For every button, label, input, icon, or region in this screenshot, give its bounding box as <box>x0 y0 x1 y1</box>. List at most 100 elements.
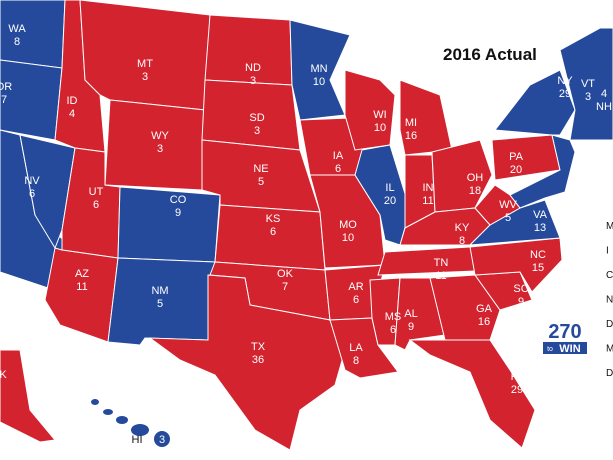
hawaii-island <box>116 416 128 424</box>
state-abbr: MO <box>339 219 357 231</box>
state-votes: 11 <box>435 270 446 282</box>
state-votes: 7 <box>1 94 7 106</box>
state-votes: 11 <box>76 281 87 293</box>
state-region <box>509 134 576 209</box>
map-title: 2016 Actual <box>443 45 537 64</box>
state-abbr: AR <box>348 281 363 293</box>
state-votes: 3 <box>585 91 591 103</box>
state-abbr: WI <box>373 109 386 121</box>
state-votes: 29 <box>559 88 571 100</box>
edge-label: M <box>606 221 613 232</box>
state-votes: 7 <box>282 281 288 293</box>
state-votes: 16 <box>478 316 490 328</box>
edge-label: C <box>606 270 613 281</box>
state-abbr: SD <box>249 112 264 124</box>
state-abbr: PA <box>509 151 524 163</box>
state-votes: 8 <box>459 235 465 247</box>
state-votes: 15 <box>532 262 544 274</box>
state-abbr: NY <box>557 75 573 87</box>
state-abbr: NC <box>530 249 546 261</box>
hawaii-island <box>91 399 99 405</box>
edge-label: D <box>606 319 613 330</box>
state-region <box>104 99 206 191</box>
state-abbr: WV <box>499 199 517 211</box>
state-votes: 3 <box>157 143 163 155</box>
state-region <box>559 27 613 141</box>
state-votes: 8 <box>353 355 359 367</box>
state-votes: 6 <box>353 294 359 306</box>
state-votes: 4 <box>69 108 75 120</box>
state-abbr: IL <box>385 182 394 194</box>
state-votes: 5 <box>157 298 163 310</box>
state-region <box>491 134 561 181</box>
state-abbr: ND <box>245 62 261 74</box>
edge-label: M <box>606 344 613 355</box>
state-region <box>44 247 119 343</box>
state-region <box>0 59 63 141</box>
edge-label: D <box>606 368 613 379</box>
state-abbr: TN <box>434 257 449 269</box>
state-abbr: CO <box>170 194 187 206</box>
hawaii-island <box>103 409 113 415</box>
state-region <box>79 0 211 111</box>
logo-number: 270 <box>548 321 581 343</box>
state-votes: 16 <box>405 130 417 142</box>
state-abbr: K <box>0 369 7 381</box>
state-abbr: AL <box>404 308 417 320</box>
state-abbr: NM <box>151 285 168 297</box>
state-votes: 6 <box>270 226 276 238</box>
state-votes: 20 <box>384 195 396 207</box>
state-votes: 6 <box>93 199 99 211</box>
state-region <box>19 134 76 250</box>
state-votes: 4 <box>601 88 607 100</box>
state-abbr: UT <box>89 186 104 198</box>
state-votes: 18 <box>469 185 481 197</box>
hawaii-island <box>131 424 149 436</box>
state-abbr: AZ <box>75 268 89 280</box>
state-abbr: VA <box>533 209 548 221</box>
state-abbr: IN <box>423 182 434 194</box>
state-votes: 36 <box>252 354 264 366</box>
state-abbr: MN <box>310 63 327 75</box>
state-votes: 3 <box>142 71 148 83</box>
state-abbr: WA <box>8 23 26 35</box>
state-votes: 3 <box>250 75 256 87</box>
state-abbr: GA <box>476 303 493 315</box>
state-abbr: MI <box>405 117 417 129</box>
state-votes: 3 <box>159 434 165 446</box>
state-votes: 9 <box>408 321 414 333</box>
state-abbr: FL <box>511 371 524 383</box>
state-votes: 6 <box>390 324 396 336</box>
logo-win: WIN <box>559 343 580 355</box>
edge-label: I <box>606 246 609 257</box>
state-region <box>204 14 293 86</box>
state-abbr: OH <box>467 172 484 184</box>
state-region <box>354 144 411 246</box>
state-region <box>344 69 396 151</box>
state-region <box>431 139 493 213</box>
state-votes: 10 <box>342 232 354 244</box>
state-abbr: TX <box>251 341 266 353</box>
state-abbr: NV <box>24 175 40 187</box>
state-votes: 5 <box>258 176 264 188</box>
state-abbr: NE <box>253 163 268 175</box>
logo-to: to <box>547 346 553 353</box>
state-region <box>148 274 346 451</box>
state-abbr: OK <box>277 268 294 280</box>
state-region <box>468 199 561 246</box>
state-region <box>369 277 401 346</box>
state-region <box>429 274 501 341</box>
state-votes: 9 <box>175 207 181 219</box>
state-votes: 9 <box>518 296 524 308</box>
state-abbr: MS <box>385 311 402 323</box>
state-abbr: VT <box>581 78 595 90</box>
state-votes: 13 <box>534 222 546 234</box>
state-votes: 6 <box>335 163 341 175</box>
state-votes: 11 <box>422 195 433 207</box>
state-abbr: LA <box>349 342 363 354</box>
state-votes: 5 <box>505 212 511 224</box>
state-abbr: NH <box>596 101 612 113</box>
logo-bar <box>543 342 587 354</box>
state-abbr: KY <box>455 222 470 234</box>
